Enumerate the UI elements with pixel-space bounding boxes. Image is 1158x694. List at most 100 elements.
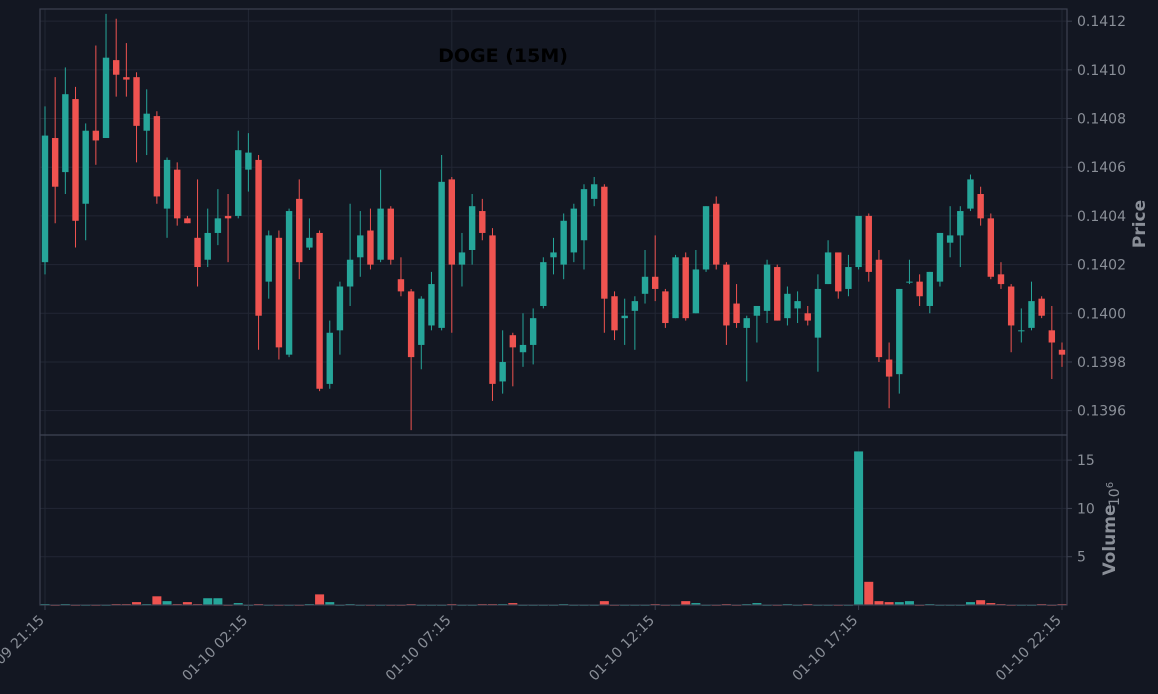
volume-bar: [904, 601, 914, 605]
candle-body: [499, 361, 506, 382]
grid: [40, 9, 1067, 605]
volume-bar: [965, 602, 975, 605]
volume-bar: [508, 603, 518, 605]
candle-body: [41, 135, 49, 263]
candle-body: [92, 130, 100, 141]
candle-body: [336, 286, 344, 331]
candle-body: [519, 344, 527, 353]
price-axis-label: Price: [1130, 200, 1150, 248]
candle-body: [723, 264, 730, 326]
candle-body: [458, 252, 466, 265]
volume-bar: [182, 602, 192, 605]
candle-body: [1007, 286, 1015, 326]
volume-exponent-label: 106: [1105, 482, 1123, 506]
candle-body: [224, 215, 232, 219]
candle-body: [509, 335, 517, 348]
candle-body: [489, 235, 496, 384]
candle-body: [72, 99, 79, 221]
candle-body: [204, 232, 211, 260]
candle-body: [621, 315, 628, 319]
volume-bar: [884, 602, 894, 605]
candle-body: [611, 296, 618, 331]
candle-body: [702, 206, 710, 270]
candle-body: [275, 237, 283, 348]
volume-tick-label: 5: [1077, 550, 1086, 566]
candle-body: [713, 203, 720, 265]
price-tick-label: 0.1400: [1077, 306, 1126, 322]
volume-bar: [854, 451, 864, 605]
candle-body: [763, 264, 771, 311]
price-tick-label: 0.1408: [1077, 112, 1126, 128]
candle-body: [377, 208, 384, 260]
volume-bar: [752, 603, 762, 605]
candle-body: [51, 138, 59, 187]
candle-body: [590, 184, 598, 199]
candle-body: [428, 284, 435, 326]
candle-body: [285, 211, 293, 355]
candle-body: [652, 276, 659, 289]
candle-body: [814, 288, 822, 338]
candle-body: [143, 113, 150, 131]
candle-body: [662, 291, 669, 324]
candle-body: [133, 77, 140, 126]
candle-body: [967, 179, 974, 209]
candle-body: [357, 235, 364, 258]
candle-body: [845, 267, 852, 289]
candle-body: [194, 237, 201, 268]
price-tick-label: 0.1402: [1077, 258, 1126, 274]
candle-body: [540, 262, 547, 306]
candle-body: [255, 159, 262, 316]
candle-body: [387, 208, 394, 260]
volume-bar: [691, 603, 701, 605]
candle-body: [163, 159, 171, 209]
candle-body: [367, 230, 374, 265]
candle-body: [906, 281, 913, 283]
candle-body: [1018, 330, 1025, 332]
candle-body: [977, 194, 984, 219]
volume-bar: [152, 596, 162, 605]
volume-bar: [213, 598, 223, 605]
volume-tick-label: 10: [1077, 501, 1095, 517]
volume-bar: [315, 594, 325, 605]
price-tick-label: 0.1398: [1077, 355, 1126, 371]
volume-bar: [864, 581, 874, 605]
candle-body: [987, 218, 995, 277]
candles: [41, 13, 1066, 431]
volume-tick-label: 15: [1077, 453, 1095, 469]
candle-body: [235, 150, 242, 216]
candle-body: [865, 215, 872, 272]
candle-body: [62, 94, 69, 173]
candle-body: [997, 274, 1005, 285]
candle-body: [529, 318, 537, 345]
price-tick-label: 0.1410: [1077, 63, 1126, 79]
candle-body: [296, 198, 303, 263]
volume-bar: [325, 602, 335, 605]
candle-body: [123, 77, 130, 80]
candle-body: [438, 181, 445, 328]
candle-body: [804, 313, 811, 321]
candle-body: [885, 359, 893, 377]
candle-body: [82, 130, 89, 204]
candle-body: [774, 267, 781, 321]
chart-title: DOGE (15M): [438, 45, 568, 67]
volume-bar: [681, 601, 691, 605]
candle-body: [1038, 298, 1045, 316]
candle-body: [468, 206, 476, 250]
candle-body: [855, 215, 862, 268]
volume-bar: [976, 600, 986, 605]
candle-body: [102, 57, 110, 139]
candle-body: [784, 293, 791, 319]
candle-body: [743, 318, 750, 328]
candle-body: [957, 211, 964, 236]
candle-body: [448, 179, 455, 265]
candle-body: [306, 237, 313, 248]
volume-bar: [986, 603, 996, 605]
candle-body: [733, 303, 740, 324]
volume-bar: [874, 601, 884, 605]
volume-bar: [233, 603, 243, 605]
candle-body: [153, 116, 161, 197]
candle-body: [265, 235, 272, 282]
candle-body: [326, 332, 333, 384]
